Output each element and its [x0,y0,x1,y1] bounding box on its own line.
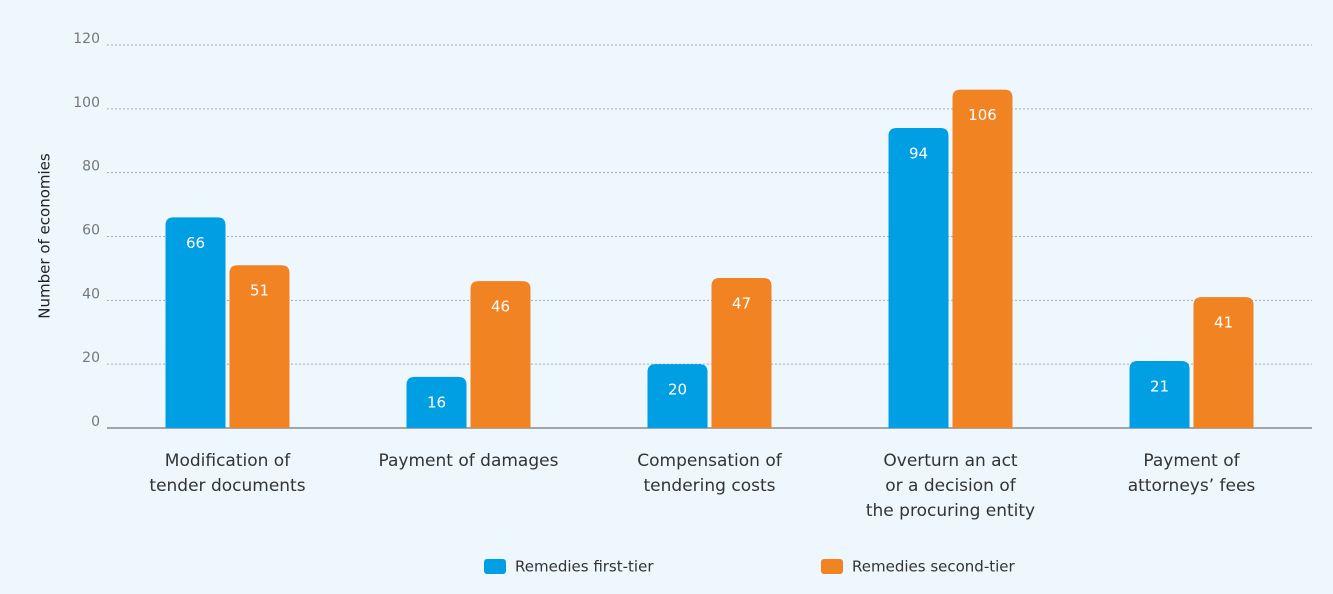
value-label: 41 [1214,314,1233,332]
bar [1193,297,1254,428]
value-label: 94 [909,144,928,162]
bar [952,89,1013,428]
x-tick-label: Modification of tender documents [149,451,306,496]
legend-label: Remedies second-tier [852,558,1016,576]
bar [711,277,772,428]
x-tick-label: Overturn an act or a decision of the pro… [865,451,1036,521]
legend-label: Remedies first-tier [515,558,654,576]
legend-swatch [484,559,506,574]
legend-swatch [821,559,843,574]
bar [229,265,290,428]
y-tick-label: 60 [82,223,100,239]
value-label: 46 [491,298,510,316]
bar [406,376,467,428]
bar [470,281,531,428]
y-tick-label: 20 [82,350,100,366]
value-label: 21 [1150,377,1169,395]
y-tick-label: 100 [73,95,100,111]
y-tick-label: 80 [82,159,100,175]
y-tick-label: 40 [82,286,100,302]
y-tick-label: 0 [91,414,100,430]
bar [647,364,708,428]
x-tick-label: Payment of attorneys’ fees [1127,451,1256,496]
value-label: 16 [427,393,446,411]
value-label: 47 [732,294,751,312]
value-label: 66 [186,234,205,252]
value-label: 51 [250,282,269,300]
x-tick-label: Compensation of tendering costs [637,451,782,496]
bar [1129,360,1190,428]
x-tick-label: Payment of damages [378,451,559,471]
bar [888,127,949,428]
y-axis-label: Number of economies [36,153,54,319]
value-label: 106 [968,106,997,124]
bar [165,217,226,428]
value-label: 20 [668,381,687,399]
y-tick-label: 120 [73,31,100,47]
